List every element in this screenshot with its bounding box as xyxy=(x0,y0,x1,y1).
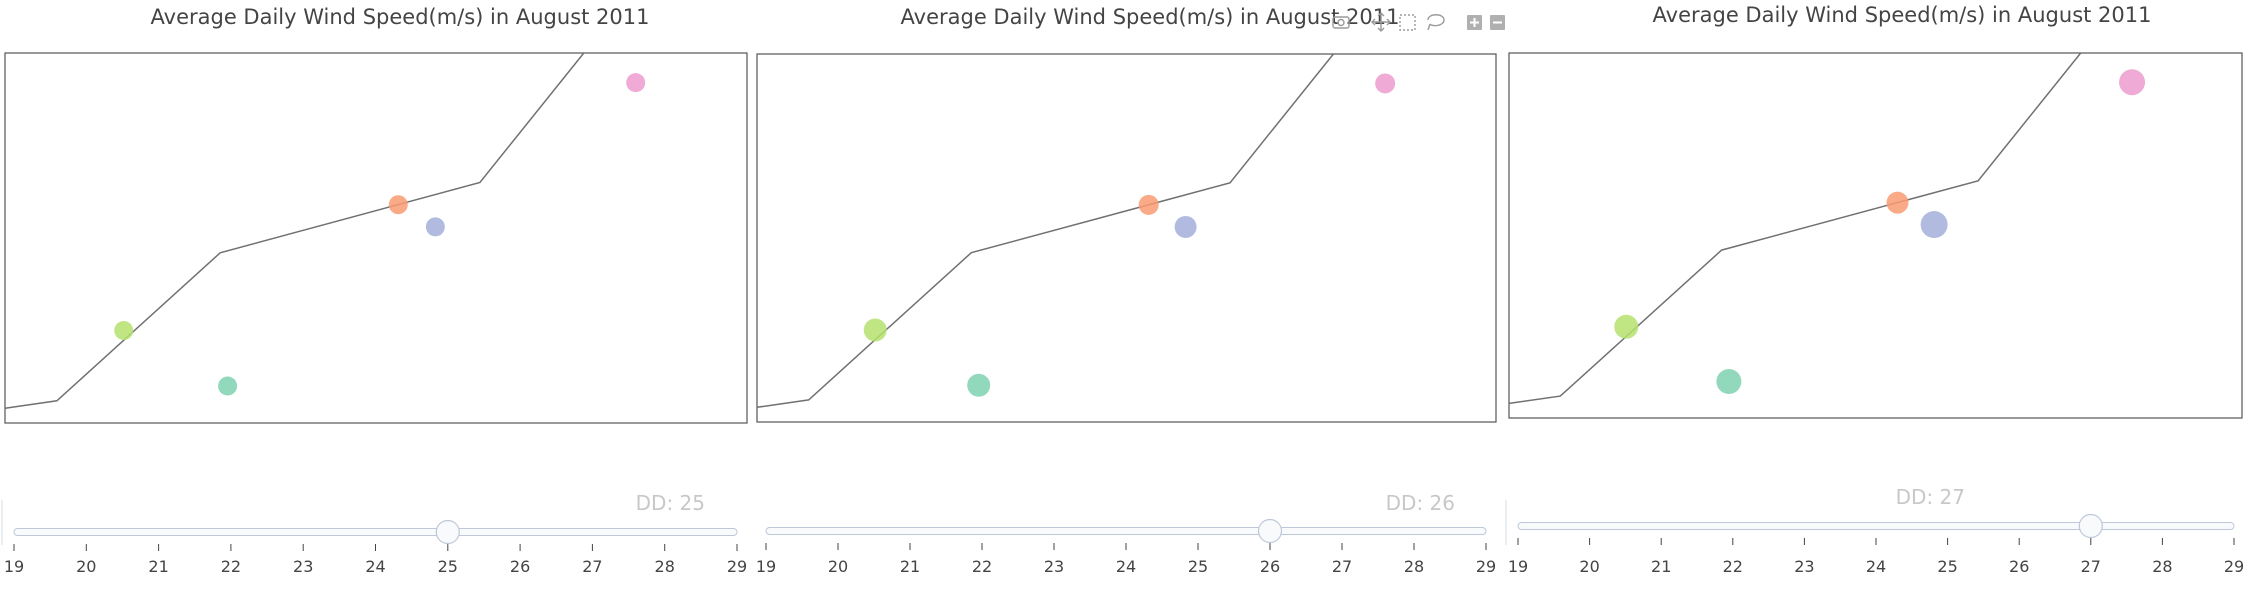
slider-tick-label: 25 xyxy=(1937,557,1957,576)
slider-tick-label: 27 xyxy=(1332,557,1352,576)
slider-tick-label: 23 xyxy=(1794,557,1814,576)
data-point-1[interactable] xyxy=(114,321,134,340)
chart-title: Average Daily Wind Speed(m/s) in August … xyxy=(1653,3,2152,27)
slider-tick-label: 27 xyxy=(2081,557,2101,576)
slider-tick-label: 21 xyxy=(148,557,168,576)
chart-panel-3: Average Daily Wind Speed(m/s) in August … xyxy=(1508,3,2244,576)
data-point-4[interactable] xyxy=(425,217,445,237)
data-point-5[interactable] xyxy=(2119,69,2146,96)
data-point-2[interactable] xyxy=(967,373,991,397)
plot-area xyxy=(1508,52,2243,419)
plot-area xyxy=(4,52,748,424)
plot-marks xyxy=(5,53,646,409)
slider-tick-label: 24 xyxy=(365,557,385,576)
slider-rail[interactable] xyxy=(13,528,738,536)
slider-handle[interactable] xyxy=(435,519,460,545)
plot-area xyxy=(756,53,1497,423)
slider-tick-label: 29 xyxy=(1476,557,1496,576)
slider-tick-label: 21 xyxy=(900,557,920,576)
slider-tick-label: 24 xyxy=(1116,557,1136,576)
trend-line xyxy=(757,54,1334,409)
slider-tick-label: 23 xyxy=(1044,557,1064,576)
slider-handle[interactable] xyxy=(2078,513,2103,539)
data-point-2[interactable] xyxy=(1716,369,1742,394)
data-point-4[interactable] xyxy=(1174,215,1197,238)
slider-tick-label: 20 xyxy=(1579,557,1599,576)
pan-icon[interactable] xyxy=(1371,12,1391,32)
modebar xyxy=(1332,12,1505,32)
data-point-1[interactable] xyxy=(863,318,887,342)
data-point-3[interactable] xyxy=(1886,191,1909,214)
zoom-in-icon[interactable] xyxy=(1467,15,1482,30)
slider-tick-label: 29 xyxy=(727,557,747,576)
slider-tick-label: 23 xyxy=(293,557,313,576)
chart-panel-2: Average Daily Wind Speed(m/s) in August … xyxy=(756,5,1497,576)
lasso-icon[interactable] xyxy=(1427,14,1445,31)
lasso-shape xyxy=(1427,14,1445,31)
slider-current-value: DD: 27 xyxy=(1896,485,1965,509)
slider-handle[interactable] xyxy=(1257,518,1283,544)
camera-body xyxy=(1332,16,1350,29)
chart-panel-1: Average Daily Wind Speed(m/s) in August … xyxy=(4,5,748,576)
slider-current-value: DD: 25 xyxy=(636,491,705,515)
slider-rail[interactable] xyxy=(765,527,1487,535)
data-point-3[interactable] xyxy=(388,195,408,215)
slider-tick-label: 25 xyxy=(1188,557,1208,576)
slider-tick-label: 19 xyxy=(756,557,776,576)
slider-tick-label: 28 xyxy=(2152,557,2172,576)
slider-tick-label: 26 xyxy=(1260,557,1280,576)
slider-tick-label: 24 xyxy=(1866,557,1886,576)
camera-icon[interactable] xyxy=(1332,16,1350,29)
slider-tick-label: 21 xyxy=(1651,557,1671,576)
slider-tick-label: 28 xyxy=(1404,557,1424,576)
box-select-shape xyxy=(1399,14,1416,31)
data-point-5[interactable] xyxy=(1375,73,1396,94)
plot-marks xyxy=(757,54,1396,409)
data-point-2[interactable] xyxy=(218,376,238,396)
data-point-3[interactable] xyxy=(1138,194,1159,215)
slider-tick-label: 20 xyxy=(828,557,848,576)
slider-tick-label: 29 xyxy=(2224,557,2244,576)
slider-tick-label: 20 xyxy=(76,557,96,576)
slider-tick-label: 19 xyxy=(1508,557,1528,576)
chart-title: Average Daily Wind Speed(m/s) in August … xyxy=(901,5,1400,29)
slider-tick-label: 25 xyxy=(438,557,458,576)
trend-line xyxy=(1509,53,2082,405)
chart-title: Average Daily Wind Speed(m/s) in August … xyxy=(151,5,650,29)
trend-line xyxy=(5,53,585,409)
slider-rail[interactable] xyxy=(1517,522,2235,530)
slider-tick-label: 26 xyxy=(2009,557,2029,576)
camera-lens xyxy=(1337,18,1345,27)
data-point-1[interactable] xyxy=(1614,314,1639,339)
box-select-icon[interactable] xyxy=(1399,14,1416,31)
zoom-out-icon[interactable] xyxy=(1490,15,1505,30)
slider-tick-label: 28 xyxy=(655,557,675,576)
slider-tick-label: 26 xyxy=(510,557,530,576)
slider-tick-label: 22 xyxy=(1723,557,1743,576)
slider-tick-label: 27 xyxy=(582,557,602,576)
slider-current-value: DD: 26 xyxy=(1386,491,1455,515)
slider-tick-label: 19 xyxy=(4,557,24,576)
data-point-4[interactable] xyxy=(1920,211,1948,239)
zoom-in-plus xyxy=(1470,18,1479,27)
slider-tick-label: 22 xyxy=(221,557,241,576)
data-point-5[interactable] xyxy=(626,73,646,93)
pan-arrows xyxy=(1371,12,1391,32)
plot-marks xyxy=(1509,53,2146,405)
slider-tick-label: 22 xyxy=(972,557,992,576)
